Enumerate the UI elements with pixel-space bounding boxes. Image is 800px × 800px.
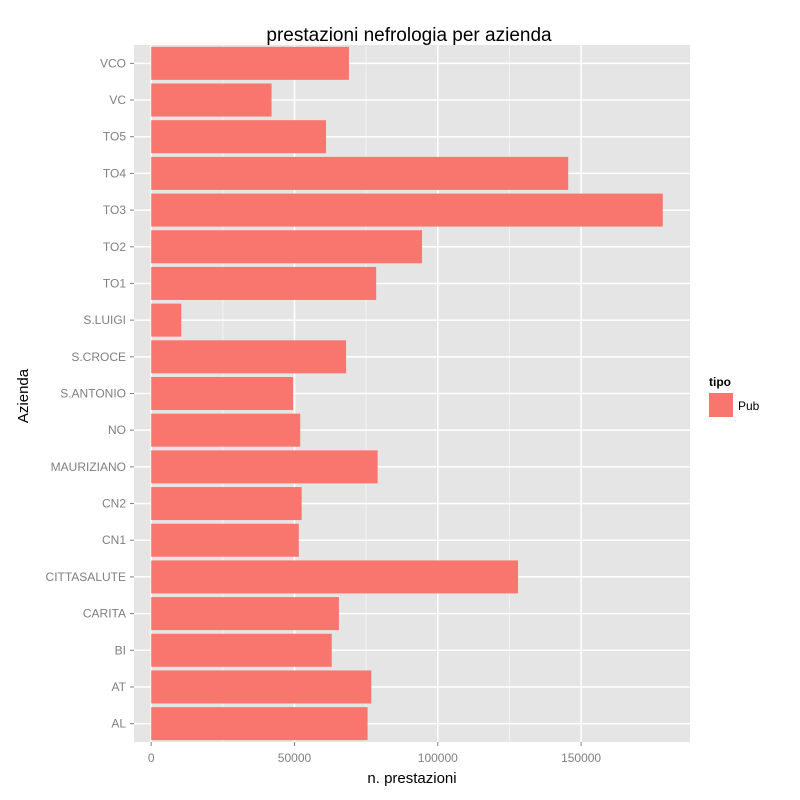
bar-al <box>151 707 368 741</box>
bar-to4 <box>151 156 569 190</box>
bar-cittasalute <box>151 560 519 594</box>
y-tick-label: TO1 <box>103 276 126 290</box>
bar-s-croce <box>151 340 347 374</box>
bar-cn2 <box>151 487 302 521</box>
y-tick-label: NO <box>108 423 126 437</box>
y-tick-label: CITTASALUTE <box>46 570 126 584</box>
x-tick-label: 0 <box>148 751 155 765</box>
bar-s-luigi <box>151 303 182 337</box>
y-tick-label: TO2 <box>103 240 126 254</box>
y-tick-label: AT <box>112 680 127 694</box>
y-axis-title: Azienda <box>15 368 32 423</box>
legend: tipo Pub <box>709 375 760 417</box>
bar-cn1 <box>151 523 299 557</box>
x-tick-label: 150000 <box>561 751 601 765</box>
y-tick-label: AL <box>111 717 126 731</box>
bar-to5 <box>151 120 327 154</box>
y-tick-label: TO4 <box>103 166 126 180</box>
y-axis: AL AT BI CARITA CITTASALUTE CN1 CN2 MAURIZIANO N… <box>46 56 134 731</box>
y-tick-label: MAURIZIANO <box>51 460 126 474</box>
y-tick-label: CARITA <box>83 607 126 621</box>
y-tick-label: VC <box>109 93 126 107</box>
bar-at <box>151 670 372 704</box>
y-tick-label: S.ANTONIO <box>60 387 126 401</box>
x-tick-label: 50000 <box>278 751 312 765</box>
y-tick-label: CN2 <box>102 497 126 511</box>
bar-mauriziano <box>151 450 378 484</box>
bars <box>151 46 663 741</box>
legend-key-pub <box>709 393 733 417</box>
legend-title: tipo <box>709 375 731 389</box>
bar-to1 <box>151 266 377 300</box>
x-axis: 0 50000 100000 150000 <box>148 742 601 765</box>
y-tick-label: BI <box>115 643 126 657</box>
chart-title: prestazioni nefrologia per azienda <box>266 25 552 46</box>
y-tick-label: VCO <box>100 56 126 70</box>
bar-no <box>151 413 301 447</box>
y-tick-label: S.CROCE <box>71 350 126 364</box>
y-tick-label: TO3 <box>103 203 126 217</box>
bar-bi <box>151 633 332 667</box>
bar-vc <box>151 83 272 117</box>
y-tick-label: CN1 <box>102 533 126 547</box>
bar-carita <box>151 597 339 631</box>
y-tick-label: S.LUIGI <box>83 313 126 327</box>
x-axis-title: n. prestazioni <box>367 770 456 787</box>
y-tick-label: TO5 <box>103 130 126 144</box>
x-tick-label: 100000 <box>418 751 458 765</box>
bar-to2 <box>151 230 423 264</box>
legend-label-pub: Pub <box>738 399 760 413</box>
bar-s-antonio <box>151 376 294 411</box>
bar-to3 <box>151 193 663 227</box>
bar-vco <box>151 46 349 80</box>
